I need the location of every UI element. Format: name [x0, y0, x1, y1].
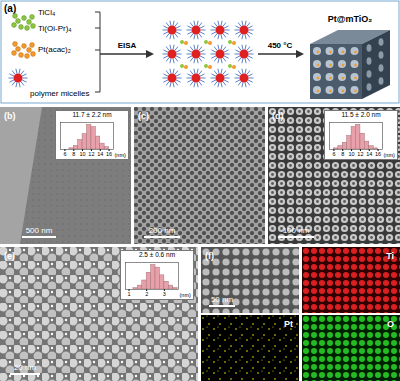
svg-text:14: 14 [97, 151, 103, 157]
svg-text:8: 8 [72, 151, 75, 157]
svg-text:(b): (b) [4, 111, 16, 121]
svg-text:10: 10 [80, 151, 86, 157]
svg-text:16: 16 [375, 151, 381, 157]
svg-text:1: 1 [128, 291, 131, 297]
html-text:11.5 ± 2.0 nm: 11.5 ± 2.0 nm [341, 111, 381, 118]
svg-text:Ti: Ti [386, 251, 394, 261]
svg-text:(e): (e) [4, 251, 15, 261]
html-text:2.5 ± 0.6 nm: 2.5 ± 0.6 nm [139, 251, 175, 258]
svg-text:6: 6 [332, 151, 335, 157]
svg-text:200 nm: 200 nm [149, 226, 176, 235]
svg-text:TiCl₄: TiCl₄ [38, 8, 55, 17]
svg-text:14: 14 [366, 151, 372, 157]
svg-text:Pt(acac)₂: Pt(acac)₂ [38, 45, 71, 54]
svg-text:polymer micelles: polymer micelles [30, 89, 90, 98]
html-text:11.7 ± 2.2 nm: 11.7 ± 2.2 nm [72, 111, 112, 118]
svg-text:3: 3 [163, 291, 166, 297]
svg-text:O: O [387, 319, 394, 329]
svg-text:10: 10 [349, 151, 355, 157]
svg-text:12: 12 [357, 151, 363, 157]
svg-text:2: 2 [145, 291, 148, 297]
svg-text:20 nm: 20 nm [14, 363, 37, 372]
svg-text:12: 12 [88, 151, 94, 157]
svg-text:(f): (f) [205, 251, 214, 261]
svg-text:(d): (d) [272, 111, 284, 121]
svg-text:6: 6 [63, 151, 66, 157]
svg-text:100 nm: 100 nm [283, 226, 310, 235]
svg-text:Pt: Pt [284, 319, 293, 329]
svg-text:EISA: EISA [118, 41, 137, 50]
svg-text:8: 8 [341, 151, 344, 157]
svg-text:(c): (c) [138, 111, 149, 121]
svg-text:500 nm: 500 nm [26, 226, 53, 235]
svg-text:450 °C: 450 °C [268, 41, 293, 50]
svg-text:(nm): (nm) [180, 292, 191, 298]
svg-text:(a): (a) [4, 3, 16, 14]
svg-text:50 nm: 50 nm [211, 295, 234, 304]
svg-text:(nm): (nm) [115, 152, 126, 158]
svg-text:Pt@mTiO₂: Pt@mTiO₂ [328, 14, 373, 24]
svg-text:16: 16 [106, 151, 112, 157]
svg-text:(nm): (nm) [384, 152, 395, 158]
svg-text:Ti(Oi-Pr)₄: Ti(Oi-Pr)₄ [38, 24, 72, 33]
